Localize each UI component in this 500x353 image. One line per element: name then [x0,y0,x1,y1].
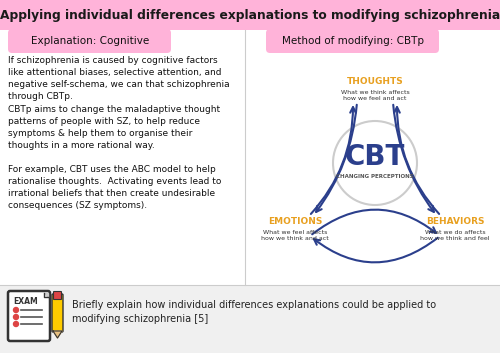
Polygon shape [44,293,48,297]
Text: Method of modifying: CBTp: Method of modifying: CBTp [282,36,424,46]
Text: EMOTIONS: EMOTIONS [268,217,322,226]
FancyBboxPatch shape [54,292,62,299]
Text: EXAM: EXAM [14,298,38,306]
Text: Explanation: Cognitive: Explanation: Cognitive [31,36,149,46]
Polygon shape [53,331,62,338]
Text: Applying individual differences explanations to modifying schizophrenia: Applying individual differences explanat… [0,8,500,22]
Circle shape [14,307,18,312]
FancyBboxPatch shape [266,29,439,53]
Text: THOUGHTS: THOUGHTS [346,77,404,86]
Circle shape [14,315,18,319]
Text: For example, CBT uses the ABC model to help
rationalise thoughts.  Activating ev: For example, CBT uses the ABC model to h… [8,165,222,210]
Text: CHANGING PERCEPTIONS: CHANGING PERCEPTIONS [336,174,414,179]
Bar [0,285,500,353]
FancyBboxPatch shape [52,294,63,332]
Text: What we do affects
how we think and feel: What we do affects how we think and feel [420,230,490,241]
FancyBboxPatch shape [8,291,50,341]
Text: CBT: CBT [345,143,405,171]
Text: If schizophrenia is caused by cognitive factors
like attentional biases, selecti: If schizophrenia is caused by cognitive … [8,56,230,150]
Bar [0,0,500,30]
Text: BEHAVIORS: BEHAVIORS [426,217,484,226]
FancyBboxPatch shape [8,29,171,53]
Text: What we feel affects
how we think and act: What we feel affects how we think and ac… [261,230,329,241]
Circle shape [333,121,417,205]
Text: What we think affects
how we feel and act: What we think affects how we feel and ac… [340,90,409,101]
Circle shape [14,322,18,327]
Text: Briefly explain how individual differences explanations could be applied to
modi: Briefly explain how individual differenc… [72,300,436,324]
